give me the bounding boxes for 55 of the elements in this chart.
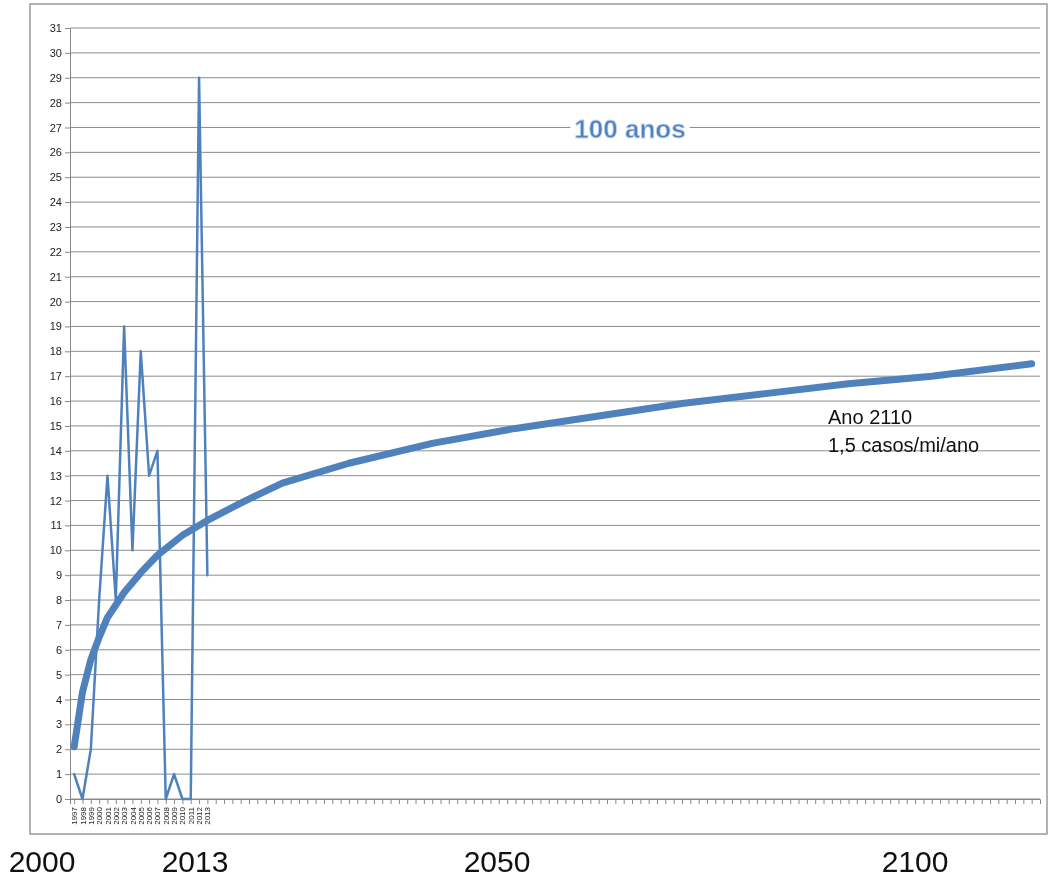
x-tick-label: 1999 — [86, 806, 96, 825]
y-tick-label: 20 — [49, 295, 62, 308]
y-tick-label: 23 — [49, 220, 62, 233]
x-tick-label: 2013 — [203, 806, 213, 825]
x-tick-label: 2008 — [161, 806, 171, 825]
y-tick-label: 25 — [49, 171, 62, 184]
y-tick-label: 22 — [49, 245, 62, 258]
y-tick-label: 15 — [49, 419, 62, 432]
y-tick-label: 30 — [49, 46, 62, 59]
y-tick-label: 8 — [55, 594, 62, 607]
x-tick-label: 2012 — [195, 806, 205, 825]
text: 2050 — [463, 845, 531, 878]
y-tick-label: 29 — [49, 71, 62, 84]
y-tick-label: 13 — [49, 469, 62, 482]
text: 100 anos — [574, 114, 686, 144]
x-tick-label: 2009 — [170, 806, 180, 825]
y-tick-label: 4 — [55, 693, 62, 706]
y-tick-label: 5 — [55, 668, 62, 681]
y-tick-label: 19 — [49, 320, 62, 333]
y-tick-label: 3 — [55, 718, 62, 731]
x-tick-label: 2004 — [128, 806, 138, 825]
y-tick-label: 16 — [49, 395, 62, 408]
annotation: Ano 2110 1,5 casos/mi/ano — [828, 406, 980, 456]
x-tick-label: 2001 — [103, 806, 113, 825]
y-tick-label: 1 — [55, 768, 62, 781]
x-tick-label: 2003 — [120, 806, 130, 825]
text: 2100 — [881, 845, 949, 878]
y-tick-label: 12 — [49, 494, 62, 507]
y-tick-label: 14 — [49, 444, 62, 457]
y-tick-label: 6 — [55, 643, 62, 656]
y-tick-label: 26 — [49, 146, 62, 159]
y-tick-label: 24 — [49, 196, 62, 209]
x-tick-label: 1997 — [70, 806, 80, 825]
text: 2000 — [8, 845, 76, 878]
y-tick-label: 0 — [55, 793, 62, 806]
y-tick-label: 21 — [49, 270, 62, 283]
x-tick-label: 2002 — [111, 806, 121, 825]
y-tick-label: 11 — [50, 519, 62, 532]
x-tick-label: 2011 — [186, 806, 196, 825]
x-tick-label: 1998 — [78, 806, 88, 825]
y-tick-label: 9 — [55, 569, 62, 582]
x-tick-label: 2006 — [145, 806, 155, 825]
y-tick-label: 27 — [49, 121, 62, 134]
y-tick-label: 2 — [55, 743, 62, 756]
y-tick-label: 17 — [49, 370, 62, 383]
y-tick-label: 18 — [49, 345, 62, 358]
y-tick-label: 10 — [49, 544, 62, 557]
text: 2013 — [161, 845, 229, 878]
y-tick-label: 28 — [49, 96, 62, 109]
x-tick-label: 2000 — [95, 806, 105, 825]
y-tick-label: 7 — [55, 618, 62, 631]
x-tick-label: 2010 — [178, 806, 188, 825]
y-tick-label: 31 — [49, 22, 62, 35]
x-tick-label: 2005 — [136, 806, 146, 825]
x-tick-label: 2007 — [153, 806, 163, 825]
